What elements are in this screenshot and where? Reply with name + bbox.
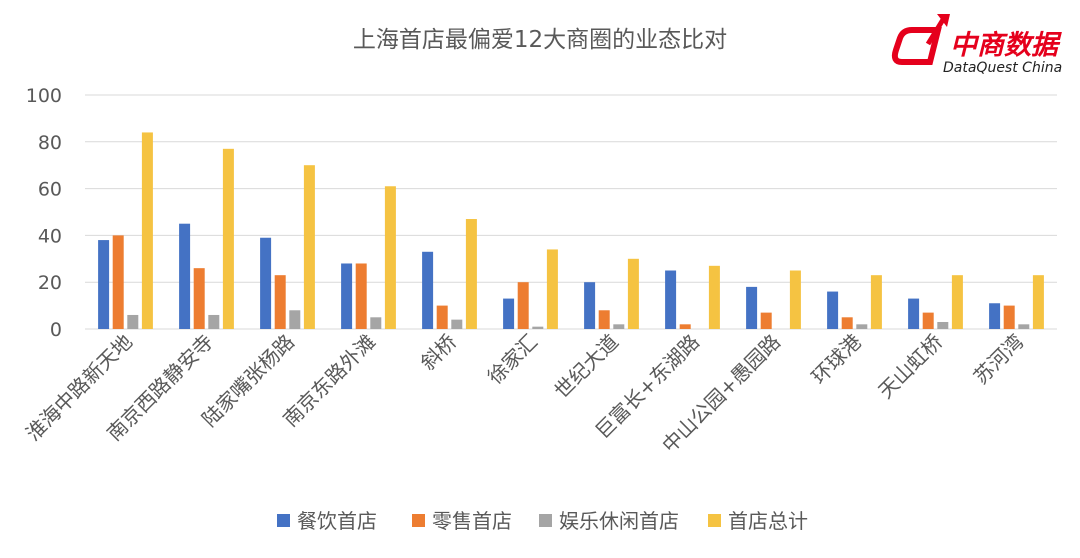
bar xyxy=(708,265,720,329)
x-tick-label: 斜桥 xyxy=(416,330,461,375)
bar xyxy=(193,268,205,329)
bar xyxy=(384,186,396,329)
logo-name: 中商数据 xyxy=(950,30,1062,61)
y-tick-label: 20 xyxy=(38,272,62,294)
x-tick-label: 苏河湾 xyxy=(969,330,1028,389)
chart-title: 上海首店最偏爱12大商圈的业态比对 xyxy=(353,27,727,53)
x-tick-label: 徐家汇 xyxy=(483,330,542,389)
bar xyxy=(1032,275,1044,329)
bar xyxy=(355,263,367,329)
bar xyxy=(289,310,301,329)
bar xyxy=(746,286,758,329)
bar xyxy=(613,324,625,329)
bar xyxy=(503,298,515,329)
y-tick-label: 100 xyxy=(26,85,62,107)
bar xyxy=(908,298,920,329)
bar xyxy=(760,312,772,329)
bar xyxy=(546,249,558,329)
legend-label: 娱乐休闲首店 xyxy=(559,509,679,533)
bar xyxy=(436,305,448,329)
bar xyxy=(517,282,529,329)
legend-label: 餐饮首店 xyxy=(297,509,377,533)
bar xyxy=(341,263,353,329)
bar xyxy=(679,324,691,329)
logo-subtitle: DataQuest China xyxy=(943,60,1062,76)
x-tick-label: 天山虹桥 xyxy=(873,330,947,404)
bar xyxy=(598,310,610,329)
legend-label: 零售首店 xyxy=(432,509,512,533)
bar xyxy=(141,132,153,329)
bar xyxy=(922,312,934,329)
legend-swatch xyxy=(277,514,290,527)
y-tick-label: 60 xyxy=(38,179,62,201)
y-axis: 0 20 40 60 80 100 xyxy=(26,85,62,341)
bar xyxy=(841,317,853,329)
bar xyxy=(532,326,544,329)
y-tick-label: 40 xyxy=(38,225,62,247)
x-tick-label: 环球港 xyxy=(807,330,866,389)
bar xyxy=(370,317,382,329)
gridlines xyxy=(85,94,1057,330)
bar xyxy=(179,223,191,329)
bar xyxy=(627,258,639,329)
legend-swatch xyxy=(539,514,552,527)
legend: 餐饮首店 零售首店 娱乐休闲首店 首店总计 xyxy=(277,509,808,533)
bar xyxy=(951,275,963,329)
bar xyxy=(665,270,677,329)
bar xyxy=(870,275,882,329)
y-tick-label: 0 xyxy=(50,319,62,341)
bars xyxy=(98,132,1044,329)
bar xyxy=(422,251,434,329)
legend-swatch xyxy=(412,514,425,527)
legend-label: 首店总计 xyxy=(728,509,808,533)
logo-icon xyxy=(891,14,950,65)
bar xyxy=(584,282,596,329)
bar xyxy=(222,148,234,329)
bar xyxy=(98,240,110,329)
bar xyxy=(451,319,463,329)
bar xyxy=(208,314,220,329)
bar xyxy=(937,321,949,329)
bar xyxy=(465,219,477,329)
bar xyxy=(127,314,139,329)
y-tick-label: 80 xyxy=(38,132,62,154)
bar xyxy=(112,235,124,329)
legend-swatch xyxy=(708,514,721,527)
bar xyxy=(1003,305,1015,329)
bar xyxy=(1018,324,1030,329)
bar xyxy=(789,270,801,329)
bar xyxy=(274,275,286,329)
bar xyxy=(827,291,839,329)
bar xyxy=(260,237,272,329)
bar xyxy=(989,303,1001,329)
bar xyxy=(303,165,315,329)
bar xyxy=(856,324,868,329)
x-tick-label: 世纪大道 xyxy=(549,330,623,404)
brand-logo: 中商数据 DataQuest China xyxy=(891,14,1062,76)
